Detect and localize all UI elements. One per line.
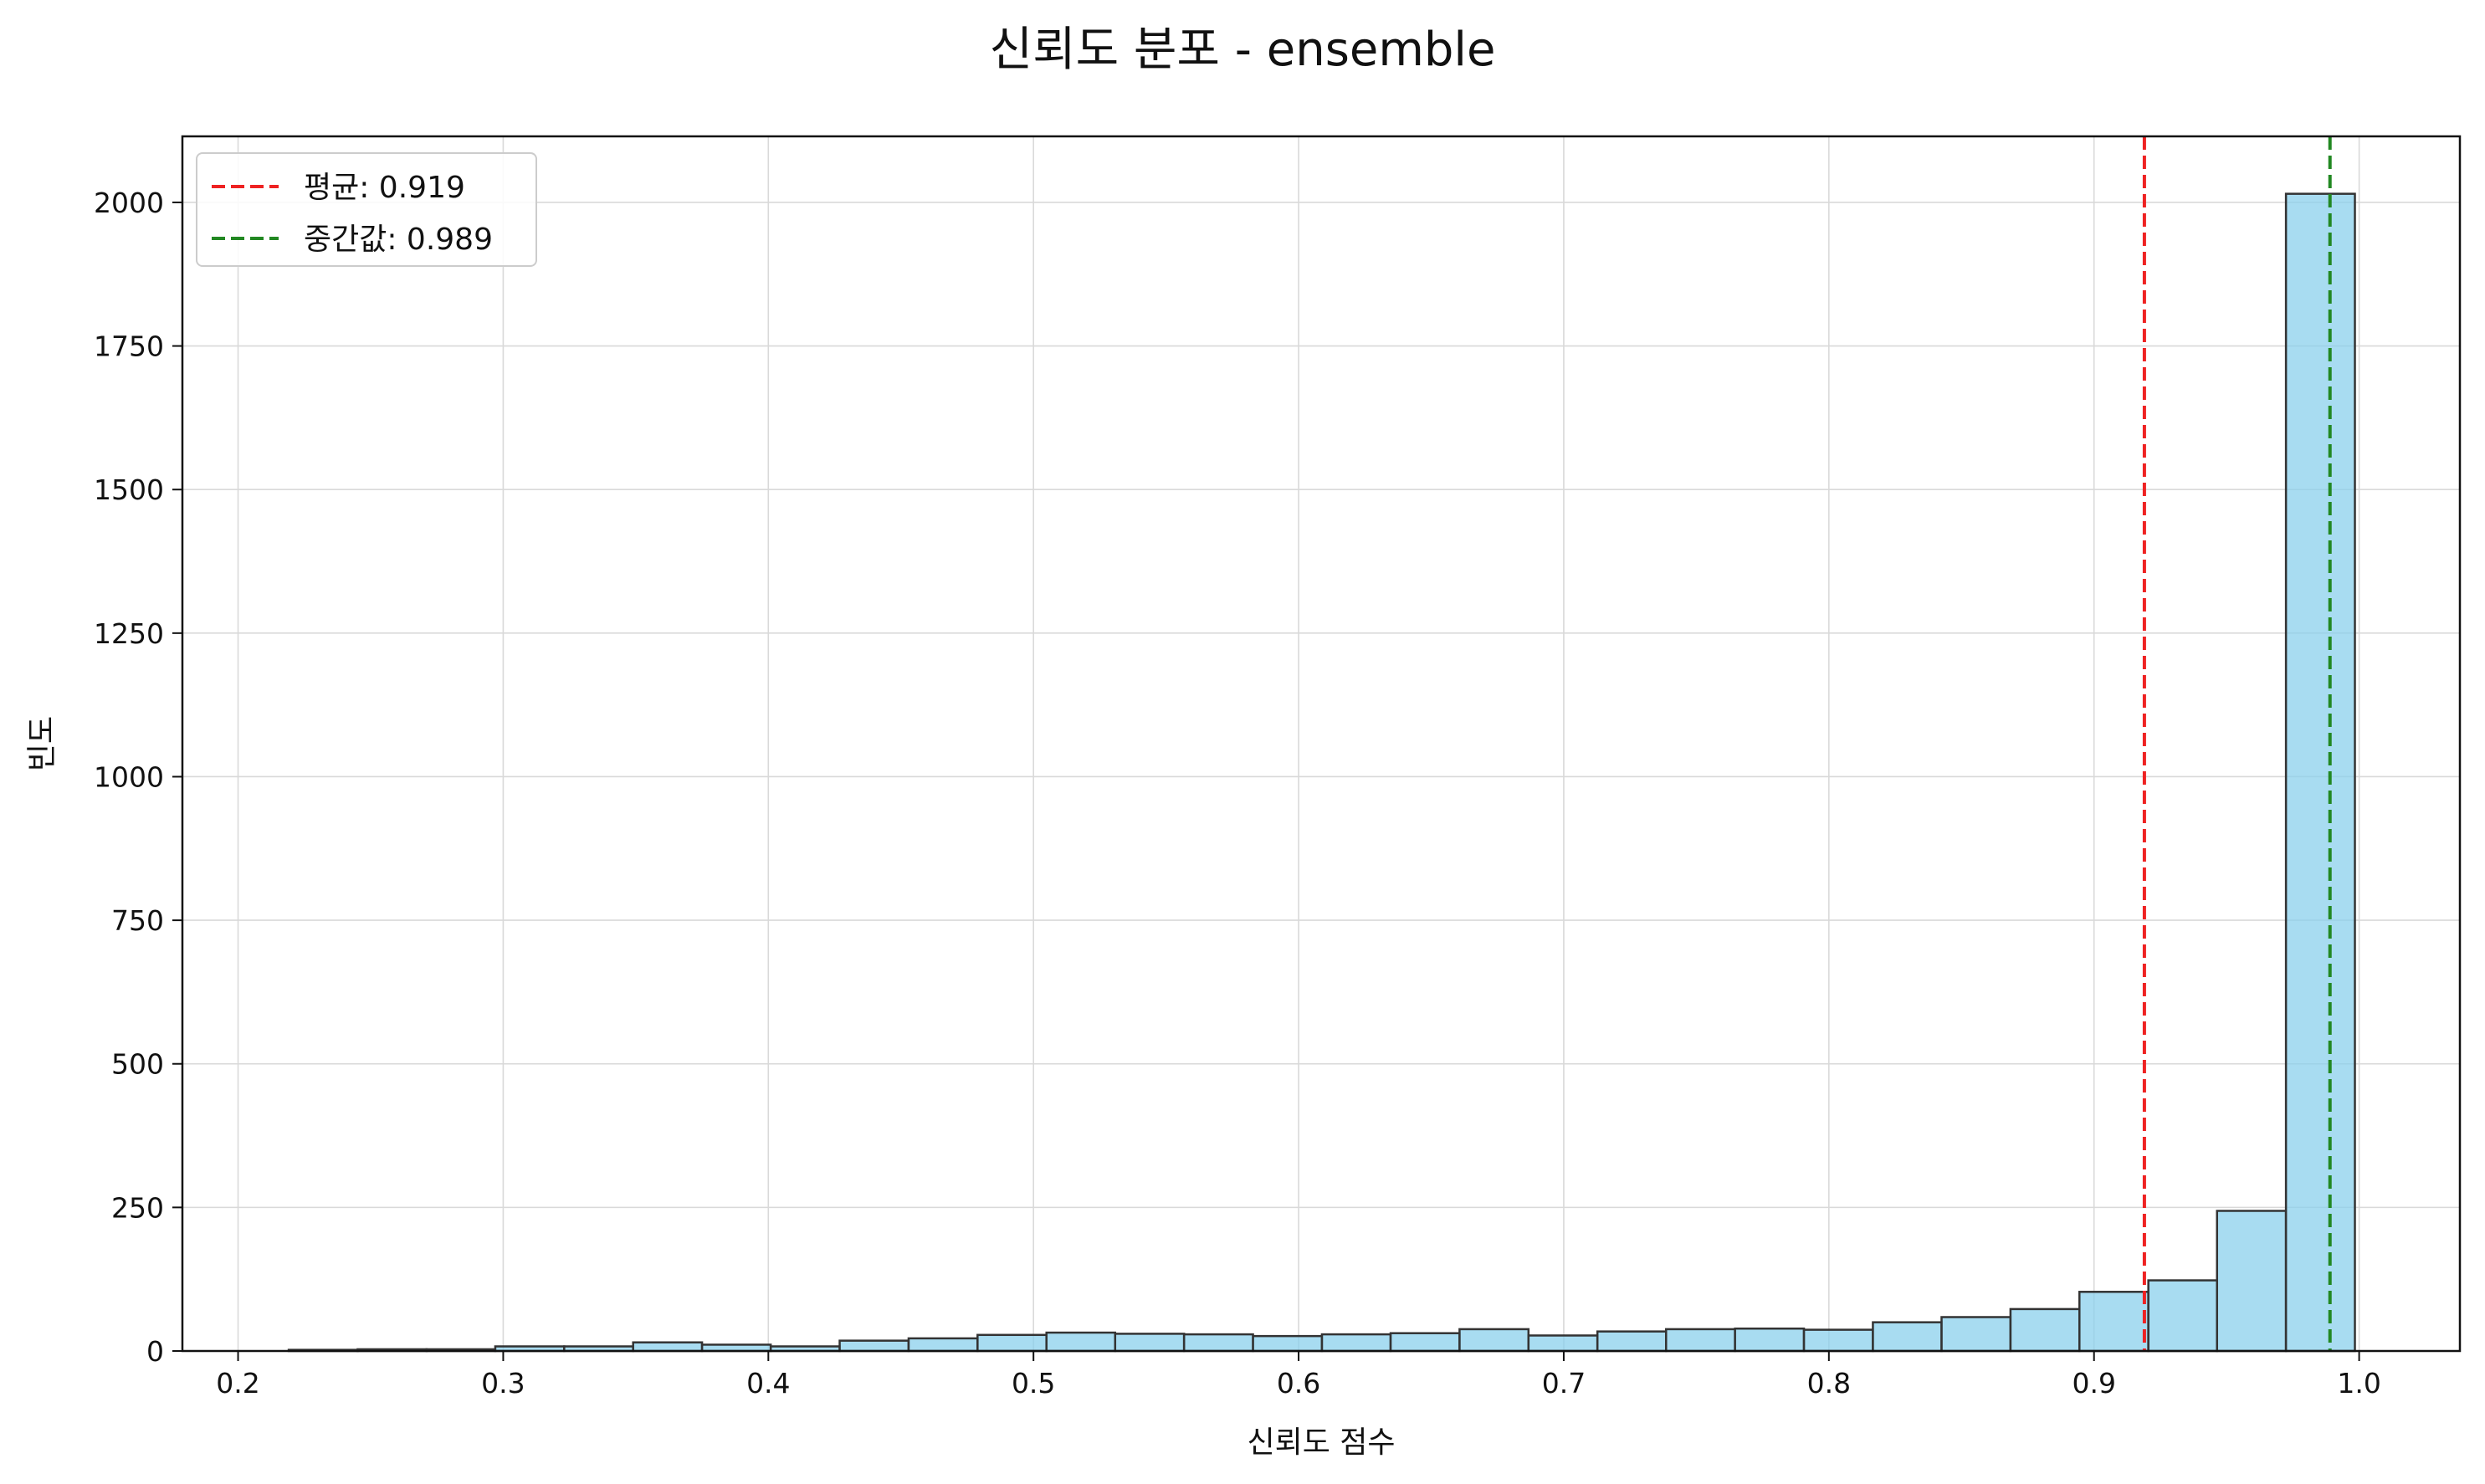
histogram-bar-27: [2147, 1279, 2218, 1353]
histogram-bar-22: [1802, 1328, 1874, 1353]
y-tick-label-1: 250: [111, 1191, 164, 1224]
y-axis-label: 빈도: [25, 716, 59, 771]
histogram-bar-24: [1940, 1316, 2012, 1353]
legend-label-0: 평균: 0.919: [304, 171, 465, 205]
histogram-bar-14: [1252, 1334, 1324, 1353]
x-tick-label-7: 0.9: [2072, 1367, 2115, 1400]
plot-frame: [181, 135, 2462, 1353]
histogram-bar-29: [2284, 192, 2356, 1353]
histogram-bars: [287, 192, 2356, 1353]
histogram-bar-25: [2009, 1307, 2081, 1353]
histogram-bar-23: [1872, 1321, 1943, 1353]
x-tick-label-3: 0.5: [1012, 1367, 1055, 1400]
y-tick-label-3: 750: [111, 904, 164, 937]
histogram-bar-19: [1596, 1330, 1668, 1353]
histogram-bar-5: [632, 1341, 704, 1353]
histogram-bar-26: [2078, 1291, 2149, 1353]
x-axis-label: 신뢰도 점수: [1247, 1425, 1395, 1460]
histogram-bar-10: [976, 1333, 1048, 1353]
y-axis-ticks: 0 250 500 750 1000 1250 1500 1750 2000: [94, 187, 182, 1368]
x-tick-label-8: 1.0: [2337, 1367, 2380, 1400]
reference-lines: [2142, 136, 2332, 1351]
legend-box: [196, 152, 537, 267]
x-tick-label-1: 0.3: [481, 1367, 525, 1400]
x-tick-label-0: 0.2: [216, 1367, 259, 1400]
y-tick-label-8: 2000: [94, 187, 164, 219]
histogram-bar-28: [2216, 1210, 2288, 1353]
y-tick-label-7: 1750: [94, 330, 164, 363]
histogram-bar-20: [1665, 1328, 1736, 1353]
y-tick-label-5: 1250: [94, 617, 164, 650]
histogram-bar-15: [1320, 1333, 1392, 1353]
y-tick-label-0: 0: [146, 1335, 164, 1368]
y-tick-label-6: 1500: [94, 473, 164, 506]
histogram-bar-21: [1734, 1327, 1806, 1353]
chart-title: 신뢰도 분포 - ensemble: [990, 23, 1496, 77]
legend-label-1: 중간값: 0.989: [304, 223, 493, 257]
x-tick-label-2: 0.4: [746, 1367, 790, 1400]
histogram-bar-18: [1527, 1334, 1599, 1353]
legend: 평균: 0.919 중간값: 0.989: [196, 152, 537, 267]
grid-lines: [182, 136, 2460, 1352]
histogram-bar-17: [1458, 1328, 1530, 1353]
histogram-bar-8: [838, 1339, 910, 1353]
histogram-bar-11: [1045, 1331, 1117, 1353]
histogram-bar-16: [1389, 1332, 1461, 1353]
histogram-bar-9: [907, 1337, 979, 1353]
x-tick-label-4: 0.6: [1277, 1367, 1320, 1400]
histogram-bar-12: [1114, 1333, 1186, 1353]
y-tick-label-2: 500: [111, 1048, 164, 1081]
y-tick-label-4: 1000: [94, 760, 164, 793]
histogram-bar-13: [1182, 1333, 1254, 1353]
x-axis-ticks: 0.2 0.3 0.4 0.5 0.6 0.7 0.8 0.9 1.0: [216, 1351, 2381, 1400]
x-tick-label-5: 0.7: [1542, 1367, 1586, 1400]
x-tick-label-6: 0.8: [1807, 1367, 1851, 1400]
